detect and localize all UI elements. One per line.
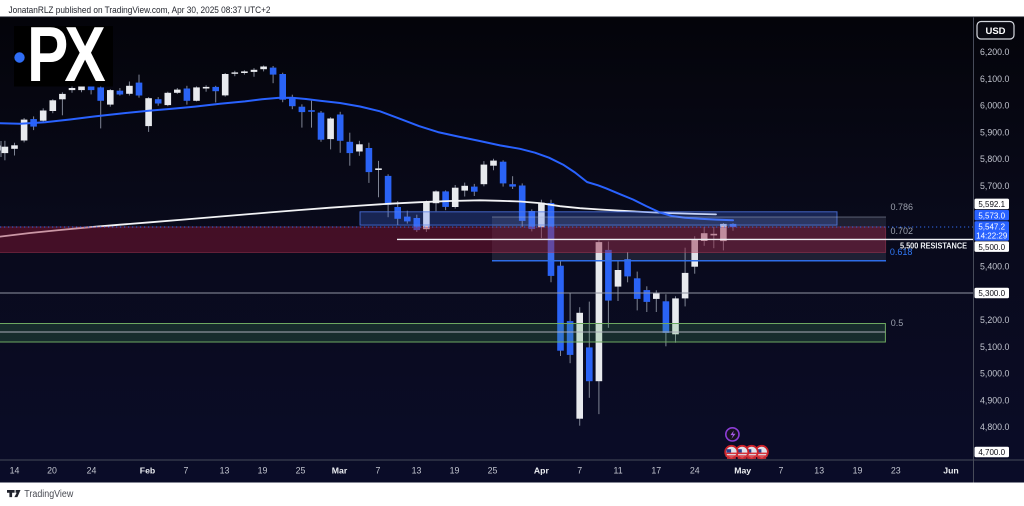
- svg-text:6,000.0: 6,000.0: [980, 101, 1009, 111]
- svg-text:TradingView: TradingView: [24, 489, 74, 500]
- svg-text:13: 13: [220, 466, 230, 476]
- svg-text:7: 7: [184, 466, 189, 476]
- svg-text:24: 24: [87, 466, 97, 476]
- svg-text:5,900.0: 5,900.0: [980, 127, 1009, 137]
- svg-text:5,400.0: 5,400.0: [980, 261, 1009, 271]
- svg-text:7: 7: [376, 466, 381, 476]
- svg-text:5,200.0: 5,200.0: [980, 315, 1009, 325]
- svg-text:13: 13: [412, 466, 422, 476]
- svg-text:6,100.0: 6,100.0: [980, 74, 1009, 84]
- svg-text:0.786: 0.786: [891, 202, 914, 212]
- svg-text:0.5: 0.5: [891, 318, 904, 328]
- svg-text:14: 14: [10, 466, 20, 476]
- svg-text:7: 7: [779, 466, 784, 476]
- svg-text:19: 19: [450, 466, 460, 476]
- svg-text:4,800.0: 4,800.0: [980, 422, 1009, 432]
- svg-text:5,592.1: 5,592.1: [978, 200, 1005, 209]
- svg-text:PX: PX: [27, 10, 106, 97]
- svg-text:5,300.0: 5,300.0: [978, 289, 1005, 298]
- svg-text:5,000.0: 5,000.0: [980, 369, 1009, 379]
- svg-text:19: 19: [258, 466, 268, 476]
- svg-text:Feb: Feb: [140, 466, 155, 476]
- svg-text:7: 7: [577, 466, 582, 476]
- svg-text:13: 13: [814, 466, 824, 476]
- svg-text:JonatanRLZ published on Tradin: JonatanRLZ published on TradingView.com,…: [9, 5, 271, 15]
- svg-text:5,547.2: 5,547.2: [978, 222, 1005, 231]
- svg-text:5,500 RESISTANCE: 5,500 RESISTANCE: [900, 240, 967, 250]
- svg-text:0.618: 0.618: [890, 247, 913, 257]
- svg-text:4,900.0: 4,900.0: [980, 395, 1009, 405]
- svg-text:25: 25: [296, 466, 306, 476]
- svg-text:Mar: Mar: [332, 466, 348, 476]
- svg-text:14:22:29: 14:22:29: [976, 232, 1008, 241]
- svg-text:USD: USD: [985, 26, 1005, 37]
- svg-text:23: 23: [891, 466, 901, 476]
- svg-text:24: 24: [690, 466, 700, 476]
- svg-text:17: 17: [651, 466, 661, 476]
- svg-text:0.702: 0.702: [891, 226, 914, 236]
- svg-text:20: 20: [47, 466, 57, 476]
- svg-text:4,700.0: 4,700.0: [978, 448, 1005, 457]
- svg-text:May: May: [734, 466, 751, 476]
- svg-text:5,500.0: 5,500.0: [978, 243, 1005, 252]
- svg-text:19: 19: [853, 466, 863, 476]
- svg-text:25: 25: [488, 466, 498, 476]
- svg-text:5,573.0: 5,573.0: [978, 211, 1005, 220]
- svg-text:5,800.0: 5,800.0: [980, 154, 1009, 164]
- svg-text:5,700.0: 5,700.0: [980, 181, 1009, 191]
- svg-text:Apr: Apr: [534, 466, 550, 476]
- svg-text:5,100.0: 5,100.0: [980, 342, 1009, 352]
- svg-text:11: 11: [614, 466, 623, 476]
- svg-text:6,200.0: 6,200.0: [980, 47, 1009, 57]
- svg-text:Jun: Jun: [943, 466, 958, 476]
